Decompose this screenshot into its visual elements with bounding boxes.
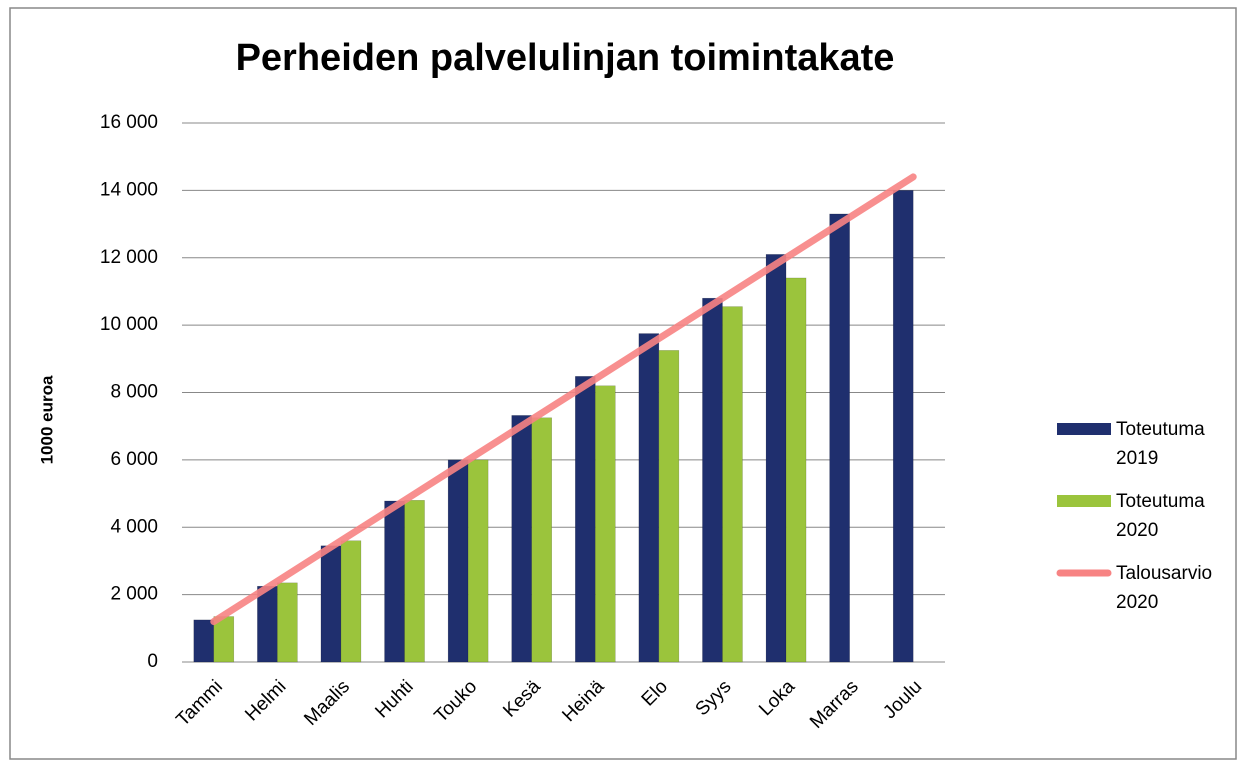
y-tick-label: 6 000 [110, 449, 158, 470]
bar [384, 500, 405, 663]
bar [531, 417, 552, 663]
y-tick-label: 4 000 [110, 516, 158, 537]
bar [658, 350, 680, 663]
bar [340, 540, 362, 663]
y-tick-label: 2 000 [110, 584, 158, 605]
bar [702, 297, 723, 663]
bar [575, 376, 596, 663]
bar [193, 619, 215, 663]
x-tick-label: Loka [755, 676, 799, 720]
x-tick-label: Helmi [241, 676, 290, 725]
bar [320, 545, 342, 663]
bar [447, 459, 469, 663]
x-tick-label: Tammi [172, 676, 226, 730]
x-tick-label: Elo [638, 676, 672, 710]
bar [765, 254, 787, 663]
y-axis-label: 1000 euroa [37, 375, 56, 464]
bar [404, 500, 425, 663]
y-tick-label: 12 000 [100, 247, 158, 268]
x-tick-label: Maalis [300, 676, 354, 730]
y-tick-label: 10 000 [100, 314, 158, 335]
y-tick-label: 0 [147, 651, 158, 672]
bar [595, 385, 616, 663]
y-tick-label: 8 000 [110, 382, 158, 403]
x-tick-label: Touko [431, 676, 482, 727]
y-tick-label: 16 000 [100, 112, 158, 133]
chart-border [9, 7, 1237, 760]
x-tick-label: Heinä [558, 676, 608, 726]
legend-label: Toteutuma 2019 [1116, 419, 1205, 469]
x-tick-label: Syys [692, 676, 736, 720]
legend-swatch [1057, 495, 1111, 507]
x-tick-label: Kesä [499, 676, 545, 722]
y-tick-label: 14 000 [100, 179, 158, 200]
x-tick-label: Marras [806, 676, 863, 733]
x-tick-label: Huhti [371, 676, 417, 722]
bar [511, 415, 532, 663]
line-series [210, 173, 917, 626]
legend-swatch [1057, 423, 1111, 435]
bar [785, 277, 807, 663]
legend-label: Talousarvio 2020 [1116, 563, 1213, 613]
chart-title: Perheiden palvelulinjan toimintakate [236, 37, 895, 79]
bar [257, 585, 278, 663]
bar [638, 333, 660, 663]
bar [722, 306, 743, 663]
legend-label: Toteutuma 2020 [1116, 491, 1205, 541]
x-tick-label: Joulu [879, 676, 926, 723]
bar [277, 582, 298, 663]
bar [892, 190, 914, 663]
bar [829, 213, 850, 663]
bar [467, 459, 489, 663]
